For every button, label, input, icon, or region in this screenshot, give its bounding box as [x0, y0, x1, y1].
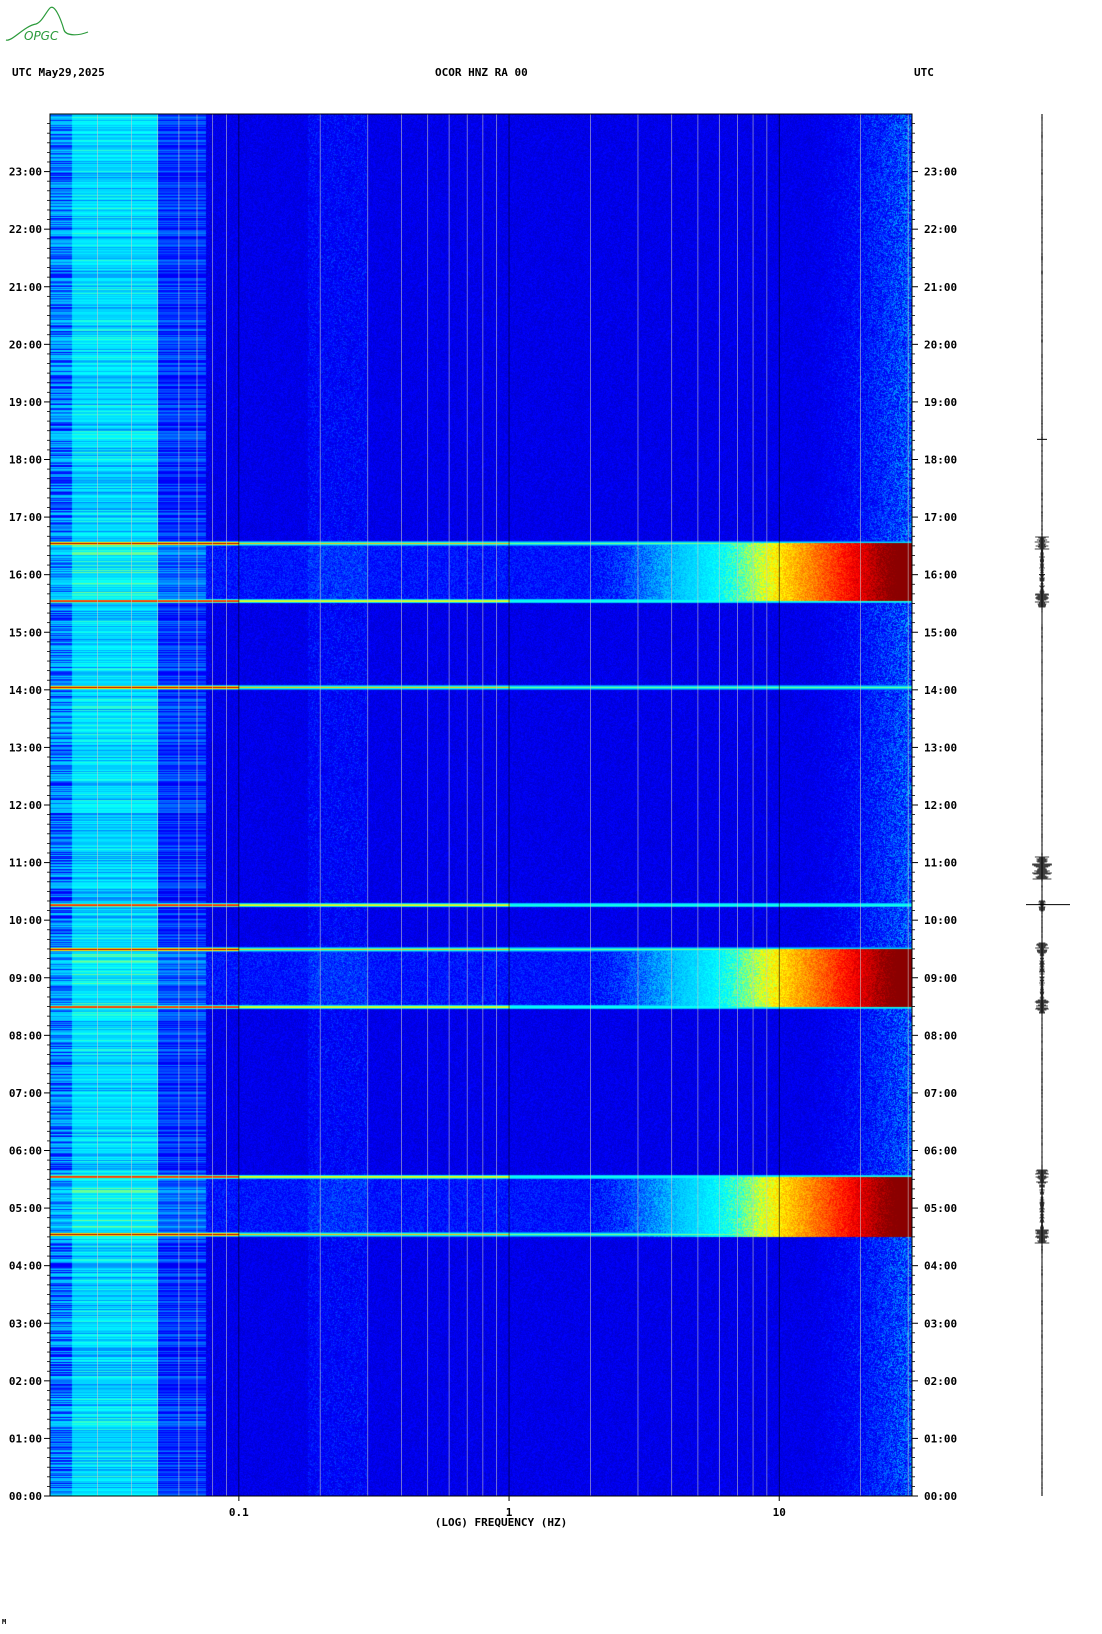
logo-swoosh — [5, 6, 89, 41]
y-tick-label-left: 12:00 — [9, 799, 42, 812]
y-tick-label-left: 19:00 — [9, 396, 42, 409]
x-axis-label: (LOG) FREQUENCY (HZ) — [435, 1516, 567, 1529]
x-tick-label: 1 — [506, 1506, 513, 1519]
y-tick-label-right: 16:00 — [924, 569, 957, 582]
y-tick-label-right: 08:00 — [924, 1029, 957, 1042]
header-utc-right: UTC — [914, 66, 934, 79]
y-tick-label-left: 16:00 — [9, 569, 42, 582]
y-tick-label-left: 01:00 — [9, 1432, 42, 1445]
y-tick-label-right: 19:00 — [924, 396, 957, 409]
y-tick-label-right: 21:00 — [924, 281, 957, 294]
y-tick-label-left: 22:00 — [9, 223, 42, 236]
y-tick-label-right: 13:00 — [924, 741, 957, 754]
y-tick-label-left: 17:00 — [9, 511, 42, 524]
y-tick-label-right: 05:00 — [924, 1202, 957, 1215]
y-tick-label-right: 17:00 — [924, 511, 957, 524]
y-tick-label-left: 02:00 — [9, 1375, 42, 1388]
x-tick-label: 10 — [773, 1506, 786, 1519]
y-tick-label-right: 09:00 — [924, 972, 957, 985]
spectrogram-canvas — [50, 114, 912, 1496]
y-tick-label-left: 09:00 — [9, 972, 42, 985]
y-tick-label-left: 06:00 — [9, 1145, 42, 1158]
y-tick-label-left: 05:00 — [9, 1202, 42, 1215]
logo-text: OPGC — [24, 29, 59, 43]
y-tick-label-left: 15:00 — [9, 626, 42, 639]
y-tick-label-left: 08:00 — [9, 1029, 42, 1042]
y-tick-label-left: 11:00 — [9, 857, 42, 870]
opgc-logo: OPGC — [5, 6, 89, 43]
y-tick-label-right: 12:00 — [924, 799, 957, 812]
y-tick-label-right: 11:00 — [924, 857, 957, 870]
y-tick-label-right: 23:00 — [924, 166, 957, 179]
y-tick-label-right: 00:00 — [924, 1490, 957, 1503]
y-tick-label-right: 22:00 — [924, 223, 957, 236]
y-tick-label-right: 14:00 — [924, 684, 957, 697]
y-tick-label-right: 20:00 — [924, 338, 957, 351]
y-tick-label-left: 03:00 — [9, 1317, 42, 1330]
y-tick-label-left: 04:00 — [9, 1260, 42, 1273]
y-tick-label-left: 13:00 — [9, 741, 42, 754]
y-tick-label-right: 04:00 — [924, 1260, 957, 1273]
y-tick-label-left: 10:00 — [9, 914, 42, 927]
y-tick-label-left: 07:00 — [9, 1087, 42, 1100]
footer-mark: M — [2, 1618, 7, 1626]
y-tick-label-right: 03:00 — [924, 1317, 957, 1330]
trace-waveform — [1032, 114, 1052, 1496]
y-tick-label-right: 02:00 — [924, 1375, 957, 1388]
y-tick-label-right: 06:00 — [924, 1145, 957, 1158]
y-tick-label-right: 10:00 — [924, 914, 957, 927]
y-tick-label-left: 21:00 — [9, 281, 42, 294]
x-tick-label: 0.1 — [229, 1506, 249, 1519]
y-tick-label-left: 20:00 — [9, 338, 42, 351]
y-tick-label-left: 23:00 — [9, 166, 42, 179]
y-tick-label-right: 07:00 — [924, 1087, 957, 1100]
y-tick-label-left: 18:00 — [9, 454, 42, 467]
y-tick-label-left: 00:00 — [9, 1490, 42, 1503]
y-tick-label-right: 18:00 — [924, 454, 957, 467]
y-tick-label-left: 14:00 — [9, 684, 42, 697]
y-tick-label-right: 01:00 — [924, 1432, 957, 1445]
seismogram-trace — [1026, 114, 1070, 1496]
y-tick-label-right: 15:00 — [924, 626, 957, 639]
header-date-label: UTC May29,2025 — [12, 66, 105, 79]
station-title: OCOR HNZ RA 00 — [435, 66, 528, 79]
